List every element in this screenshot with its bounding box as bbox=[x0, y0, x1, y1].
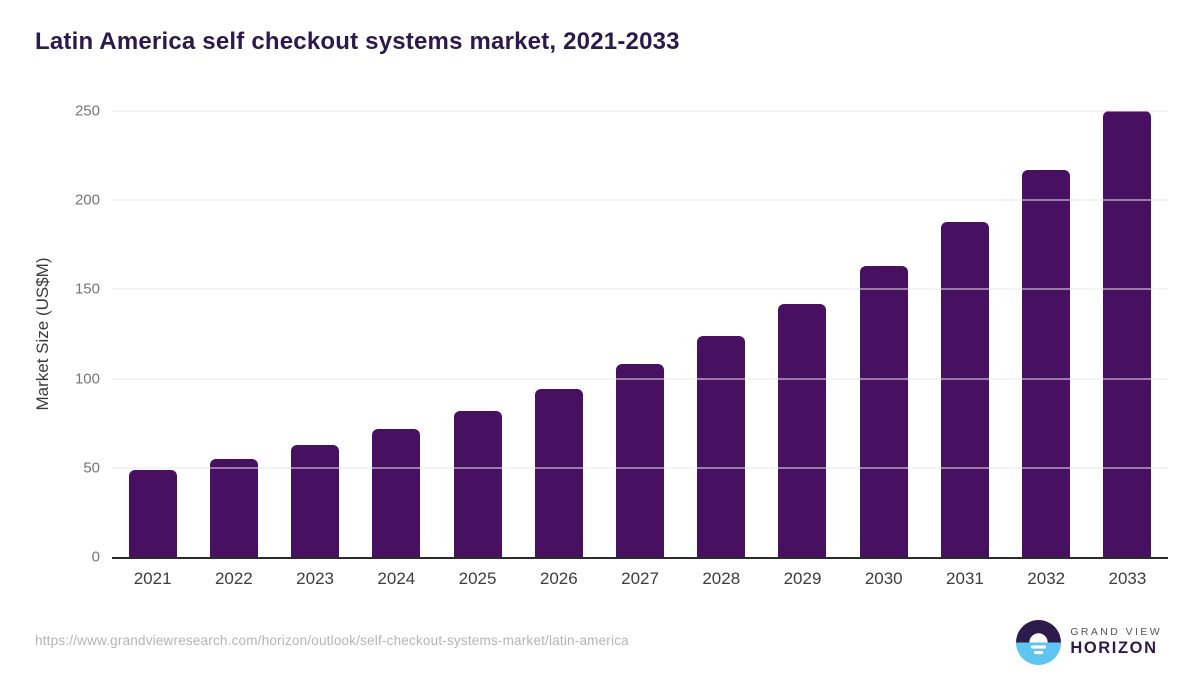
bar-column-2029 bbox=[762, 111, 843, 557]
bar-column-2023 bbox=[274, 111, 355, 557]
y-axis-title: Market Size (US$M) bbox=[33, 257, 52, 411]
bar-2030 bbox=[859, 266, 908, 557]
x-tick-label-2025: 2025 bbox=[458, 569, 497, 588]
x-tick-label-2027: 2027 bbox=[621, 569, 659, 588]
bar-2025 bbox=[453, 410, 502, 557]
y-tick-label-50: 50 bbox=[83, 459, 100, 477]
source-url: https://www.grandviewresearch.com/horizo… bbox=[35, 633, 629, 648]
bar-2032 bbox=[1022, 169, 1071, 557]
x-axis-labels: 2021 2022 2023 2024 2025 2026 2027 2028 2029 2030… bbox=[112, 569, 1168, 589]
plot-area: 2021 2022 2023 2024 2025 2026 2027 2028 2029 2030… bbox=[75, 103, 1168, 588]
bar-column-2024 bbox=[356, 111, 437, 557]
logo-wordmark: GRAND VIEW HORIZON bbox=[1070, 626, 1162, 659]
logo-text-horizon: HORIZON bbox=[1070, 639, 1158, 658]
y-tick-label-100: 100 bbox=[74, 370, 100, 388]
bar-column-2030 bbox=[843, 111, 924, 557]
grand-view-horizon-logo: GRAND VIEW HORIZON bbox=[1016, 620, 1162, 665]
bar-2026 bbox=[534, 389, 583, 557]
bar-2031 bbox=[940, 221, 989, 557]
bar-column-2022 bbox=[193, 111, 274, 557]
x-tick-label-2028: 2028 bbox=[702, 569, 741, 588]
bar-column-2026 bbox=[518, 111, 599, 557]
chart-title: Latin America self checkout systems mark… bbox=[35, 28, 680, 55]
x-tick-label-2026: 2026 bbox=[539, 569, 578, 588]
gridline-150 bbox=[112, 288, 1168, 290]
logo-text-grand-view: GRAND VIEW bbox=[1070, 626, 1162, 639]
bar-column-2031 bbox=[924, 111, 1005, 557]
bar-2022 bbox=[209, 458, 258, 557]
x-tick-label-2022: 2022 bbox=[214, 569, 253, 588]
bar-2021 bbox=[128, 469, 177, 557]
gridline-250 bbox=[112, 110, 1168, 112]
bar-2029 bbox=[778, 303, 827, 557]
bars-row bbox=[112, 111, 1168, 557]
bar-2024 bbox=[372, 428, 421, 557]
gridline-50 bbox=[112, 467, 1168, 469]
gridline-200 bbox=[112, 199, 1168, 201]
x-tick-label-2032: 2032 bbox=[1027, 569, 1066, 588]
x-tick-label-2031: 2031 bbox=[946, 569, 984, 588]
bar-2028 bbox=[697, 335, 746, 557]
bar-2023 bbox=[291, 444, 340, 557]
bar-column-2025 bbox=[437, 111, 518, 557]
horizon-sunrise-icon bbox=[1016, 620, 1062, 665]
y-tick-label-200: 200 bbox=[74, 191, 100, 209]
y-tick-label-150: 150 bbox=[74, 280, 100, 298]
bar-column-2027 bbox=[599, 111, 680, 557]
x-tick-label-2030: 2030 bbox=[864, 569, 903, 588]
gridline-100 bbox=[112, 378, 1168, 380]
bar-2033 bbox=[1103, 111, 1152, 557]
bar-column-2028 bbox=[681, 111, 762, 557]
y-tick-label-0: 0 bbox=[91, 548, 100, 566]
x-tick-label-2021: 2021 bbox=[133, 569, 172, 588]
bar-2027 bbox=[616, 364, 665, 557]
x-tick-label-2024: 2024 bbox=[377, 569, 416, 588]
bar-column-2032 bbox=[1006, 111, 1087, 557]
x-tick-label-2033: 2033 bbox=[1108, 569, 1147, 588]
y-tick-label-250: 250 bbox=[74, 102, 100, 120]
x-tick-label-2029: 2029 bbox=[783, 569, 822, 588]
bar-column-2021 bbox=[112, 111, 193, 557]
x-tick-label-2023: 2023 bbox=[296, 569, 334, 588]
bar-column-2033 bbox=[1087, 111, 1168, 557]
